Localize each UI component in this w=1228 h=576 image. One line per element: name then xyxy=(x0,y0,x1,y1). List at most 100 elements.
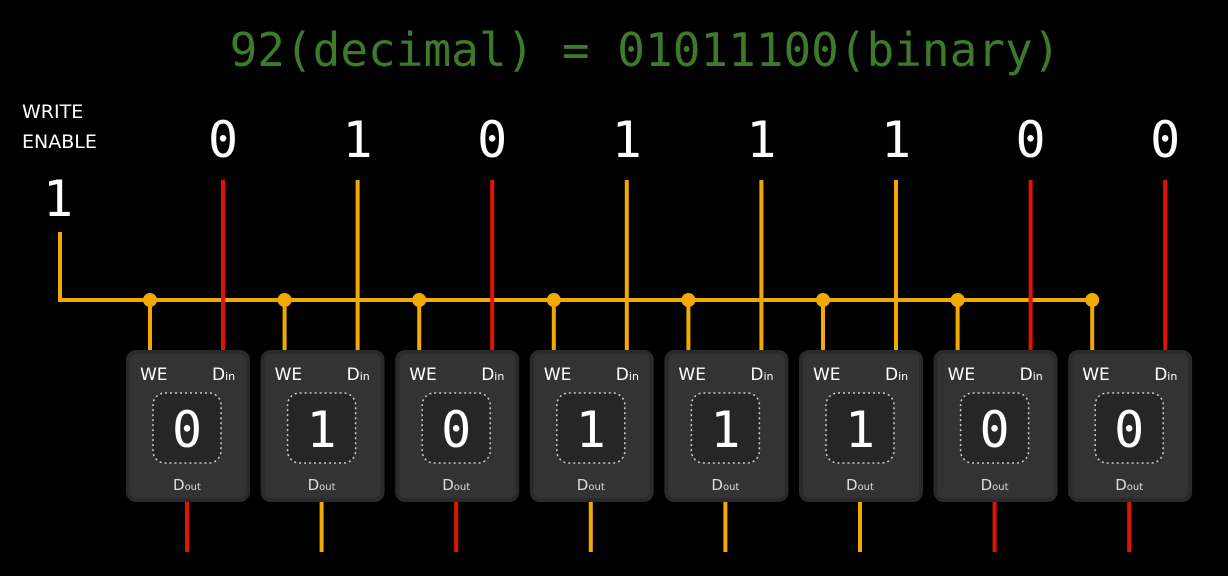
dout-label: Dout xyxy=(846,476,874,494)
input-bit: 0 xyxy=(208,111,238,169)
din-letter: D xyxy=(885,365,898,385)
dout-label: Dout xyxy=(1115,476,1143,494)
stored-bit: 1 xyxy=(307,401,337,459)
dout-subscript: out xyxy=(1127,482,1143,493)
din-label: Din xyxy=(481,365,504,385)
dout-letter: D xyxy=(577,476,589,494)
din-subscript: in xyxy=(1033,370,1043,383)
dout-letter: D xyxy=(711,476,723,494)
din-letter: D xyxy=(212,365,225,385)
we-label: WE xyxy=(409,365,437,385)
din-letter: D xyxy=(750,365,763,385)
din-label: Din xyxy=(212,365,235,385)
din-subscript: in xyxy=(494,370,504,383)
we-label: WE xyxy=(678,365,706,385)
dout-label: Dout xyxy=(173,476,201,494)
dout-label: Dout xyxy=(308,476,336,494)
dout-subscript: out xyxy=(858,482,874,493)
we-label: WE xyxy=(813,365,841,385)
dout-letter: D xyxy=(1115,476,1127,494)
we-label: WE xyxy=(544,365,572,385)
we-label: WE xyxy=(140,365,168,385)
din-label: Din xyxy=(1154,365,1177,385)
stored-value-display xyxy=(286,392,357,464)
din-label: Din xyxy=(347,365,370,385)
junction-dot xyxy=(1085,293,1100,307)
junction-dot xyxy=(816,293,830,307)
din-label: Din xyxy=(750,365,773,385)
dout-letter: D xyxy=(981,476,993,494)
din-subscript: in xyxy=(1167,370,1177,383)
dout-letter: D xyxy=(442,476,454,494)
dout-subscript: out xyxy=(319,482,335,493)
title: 92(decimal) = 01011100(binary) xyxy=(230,23,1061,77)
din-subscript: in xyxy=(225,370,235,383)
din-label: Din xyxy=(885,365,908,385)
write-enable-label-line1: WRITE xyxy=(22,101,83,123)
din-subscript: in xyxy=(629,370,639,383)
input-bit: 0 xyxy=(477,111,507,169)
stored-bit: 0 xyxy=(441,401,471,459)
dout-subscript: out xyxy=(185,482,201,493)
dout-label: Dout xyxy=(981,476,1009,494)
write-enable-label-line2: ENABLE xyxy=(22,131,97,153)
din-label: Din xyxy=(616,365,639,385)
dout-label: Dout xyxy=(577,476,605,494)
junction-dot xyxy=(277,293,292,307)
write-enable-bus xyxy=(58,232,1092,302)
din-subscript: in xyxy=(360,370,370,383)
stored-value-display xyxy=(690,392,761,464)
stored-value-display xyxy=(421,392,491,464)
dout-letter: D xyxy=(173,476,185,494)
din-letter: D xyxy=(1154,365,1167,385)
we-label: WE xyxy=(275,365,303,385)
dout-subscript: out xyxy=(454,482,470,493)
stored-bit: 0 xyxy=(172,401,202,459)
dout-subscript: out xyxy=(723,482,739,493)
stored-bit: 0 xyxy=(980,401,1010,459)
input-bit: 1 xyxy=(343,111,373,169)
we-label: WE xyxy=(1082,365,1110,385)
input-bit: 1 xyxy=(881,111,911,169)
memory-cell: WE Din 0 Dout xyxy=(933,350,1058,502)
input-bit: 0 xyxy=(1016,111,1046,169)
dout-label: Dout xyxy=(442,476,470,494)
stored-value-display xyxy=(825,392,895,464)
dout-letter: D xyxy=(846,476,858,494)
din-label: Din xyxy=(1020,365,1043,385)
input-bit: 0 xyxy=(1150,111,1180,169)
stored-bit: 1 xyxy=(845,401,875,459)
dout-subscript: out xyxy=(992,482,1008,493)
stored-bit: 1 xyxy=(710,401,740,459)
stored-value-display xyxy=(959,392,1030,464)
junction-dot xyxy=(681,293,696,307)
dout-label: Dout xyxy=(711,476,739,494)
stored-value-display xyxy=(152,392,222,464)
din-subscript: in xyxy=(898,370,908,383)
junction-dot xyxy=(412,293,427,307)
stored-bit: 1 xyxy=(576,401,606,459)
junction-dot xyxy=(950,293,965,307)
junction-dot xyxy=(143,293,157,307)
stored-bit: 0 xyxy=(1114,401,1144,459)
din-subscript: in xyxy=(763,370,773,383)
din-letter: D xyxy=(616,365,629,385)
junction-dot xyxy=(546,293,561,307)
write-enable-value: 1 xyxy=(43,170,73,228)
stored-value-display xyxy=(1094,392,1164,464)
input-bit: 1 xyxy=(746,111,776,169)
din-letter: D xyxy=(347,365,360,385)
dout-subscript: out xyxy=(588,482,604,493)
din-letter: D xyxy=(481,365,494,385)
stored-value-display xyxy=(556,392,626,464)
input-bit: 1 xyxy=(612,111,642,169)
we-label: WE xyxy=(948,365,976,385)
